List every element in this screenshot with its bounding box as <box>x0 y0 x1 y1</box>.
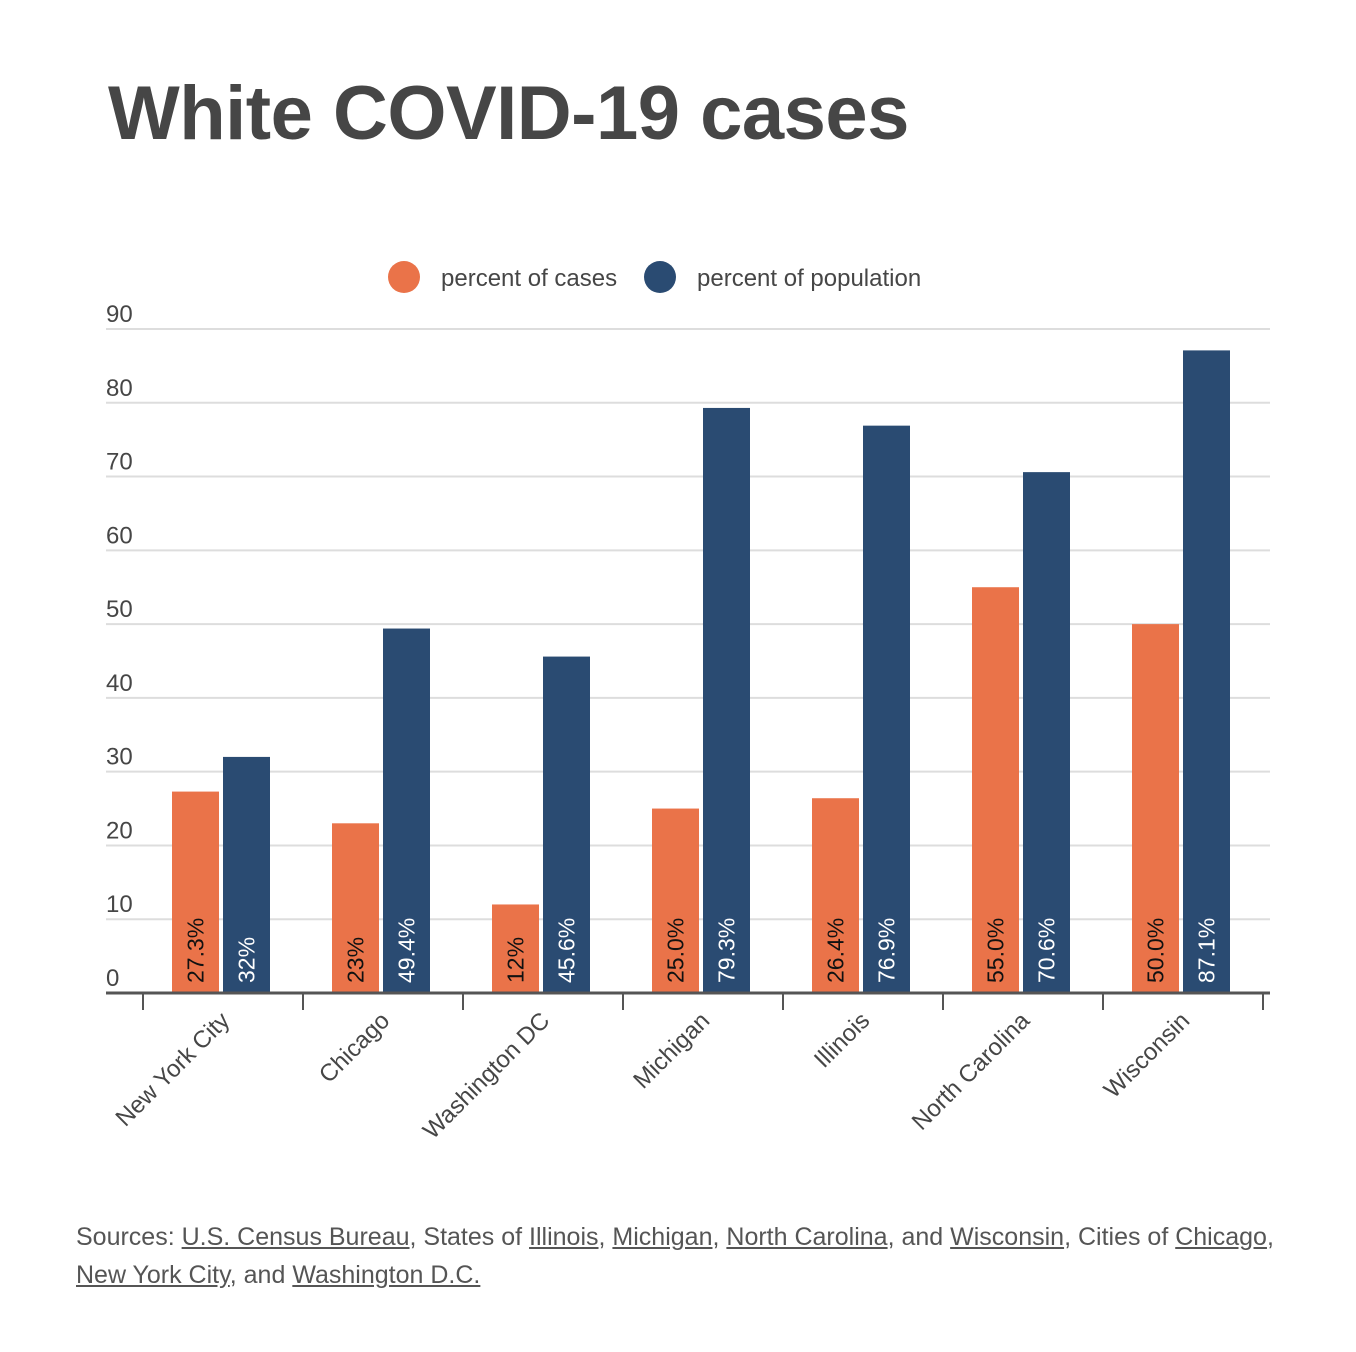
bar <box>812 798 859 993</box>
bar <box>223 756 270 993</box>
x-category-label: New York City <box>111 1007 236 1132</box>
sources-text: , and <box>887 1223 951 1251</box>
sources-text: , <box>1266 1223 1274 1251</box>
legend-marker <box>644 261 676 293</box>
bar <box>543 656 590 993</box>
sources-text: , and <box>229 1261 293 1289</box>
x-category-label: Illinois <box>809 1007 875 1073</box>
legend-label: percent of cases <box>441 265 617 292</box>
sources-text: , <box>598 1223 613 1251</box>
bar-value-label: 49.4% <box>394 918 420 983</box>
link-north-carolina[interactable]: North Carolina <box>726 1223 888 1251</box>
bar-value-label: 26.4% <box>823 918 849 983</box>
y-tick-label: 50 <box>106 596 133 623</box>
bar-value-label: 27.3% <box>183 918 209 983</box>
bar-value-label: 23% <box>343 937 369 983</box>
legend-marker <box>388 261 420 293</box>
bar <box>652 808 699 993</box>
bar-value-label: 50.0% <box>1143 918 1169 983</box>
link-illinois[interactable]: Illinois <box>529 1223 599 1251</box>
y-tick-label: 60 <box>106 522 133 549</box>
y-tick-label: 40 <box>106 670 133 697</box>
bar-value-label: 79.3% <box>714 918 740 983</box>
sources-text: , Cities of <box>1064 1223 1176 1251</box>
bar-value-label: 32% <box>234 937 260 983</box>
bar-value-label: 87.1% <box>1194 918 1220 983</box>
y-tick-label: 10 <box>106 891 133 918</box>
bar <box>332 823 379 993</box>
bar <box>972 587 1019 993</box>
chart-title: White COVID-19 cases <box>108 71 909 156</box>
sources-text: , <box>712 1223 727 1251</box>
bar <box>383 628 430 993</box>
bar <box>1183 350 1230 993</box>
y-tick-label: 30 <box>106 744 133 771</box>
y-tick-label: 0 <box>106 965 119 992</box>
x-category-label: North Carolina <box>907 1007 1036 1136</box>
legend-label: percent of population <box>697 265 921 292</box>
x-category-label: Michigan <box>628 1007 715 1094</box>
bar-value-label: 45.6% <box>554 918 580 983</box>
link-chicago[interactable]: Chicago <box>1175 1223 1267 1251</box>
sources-note: Sources: U.S. Census Bureau, States of I… <box>76 1218 1276 1294</box>
link-new-york-city[interactable]: New York City <box>76 1261 230 1289</box>
x-category-label: Washington DC <box>418 1007 555 1144</box>
bar <box>172 791 219 993</box>
y-tick-label: 20 <box>106 817 133 844</box>
x-category-label: Chicago <box>314 1007 395 1088</box>
y-tick-label: 70 <box>106 449 133 476</box>
bar-value-label: 12% <box>503 937 529 983</box>
y-tick-label: 90 <box>106 301 133 328</box>
bar-value-label: 70.6% <box>1034 918 1060 983</box>
bar <box>1132 624 1179 993</box>
link-washington-dc[interactable]: Washington D.C. <box>292 1261 481 1289</box>
bar <box>492 904 539 993</box>
bar <box>1023 472 1070 993</box>
y-tick-label: 80 <box>106 375 133 402</box>
bar <box>863 425 910 993</box>
x-category-label: Wisconsin <box>1099 1007 1195 1103</box>
link-wisconsin[interactable]: Wisconsin <box>950 1223 1065 1251</box>
sources-text: , States of <box>409 1223 530 1251</box>
bar-value-label: 25.0% <box>663 918 689 983</box>
bar-value-label: 76.9% <box>874 918 900 983</box>
link-census-bureau[interactable]: U.S. Census Bureau <box>181 1223 410 1251</box>
bar <box>703 407 750 993</box>
link-michigan[interactable]: Michigan <box>612 1223 713 1251</box>
bar-chart: 0 10 20 30 40 50 60 70 80 90 percent of cases perce… <box>106 261 1270 1144</box>
bar-value-label: 55.0% <box>983 918 1009 983</box>
sources-prefix: Sources: <box>76 1223 182 1251</box>
